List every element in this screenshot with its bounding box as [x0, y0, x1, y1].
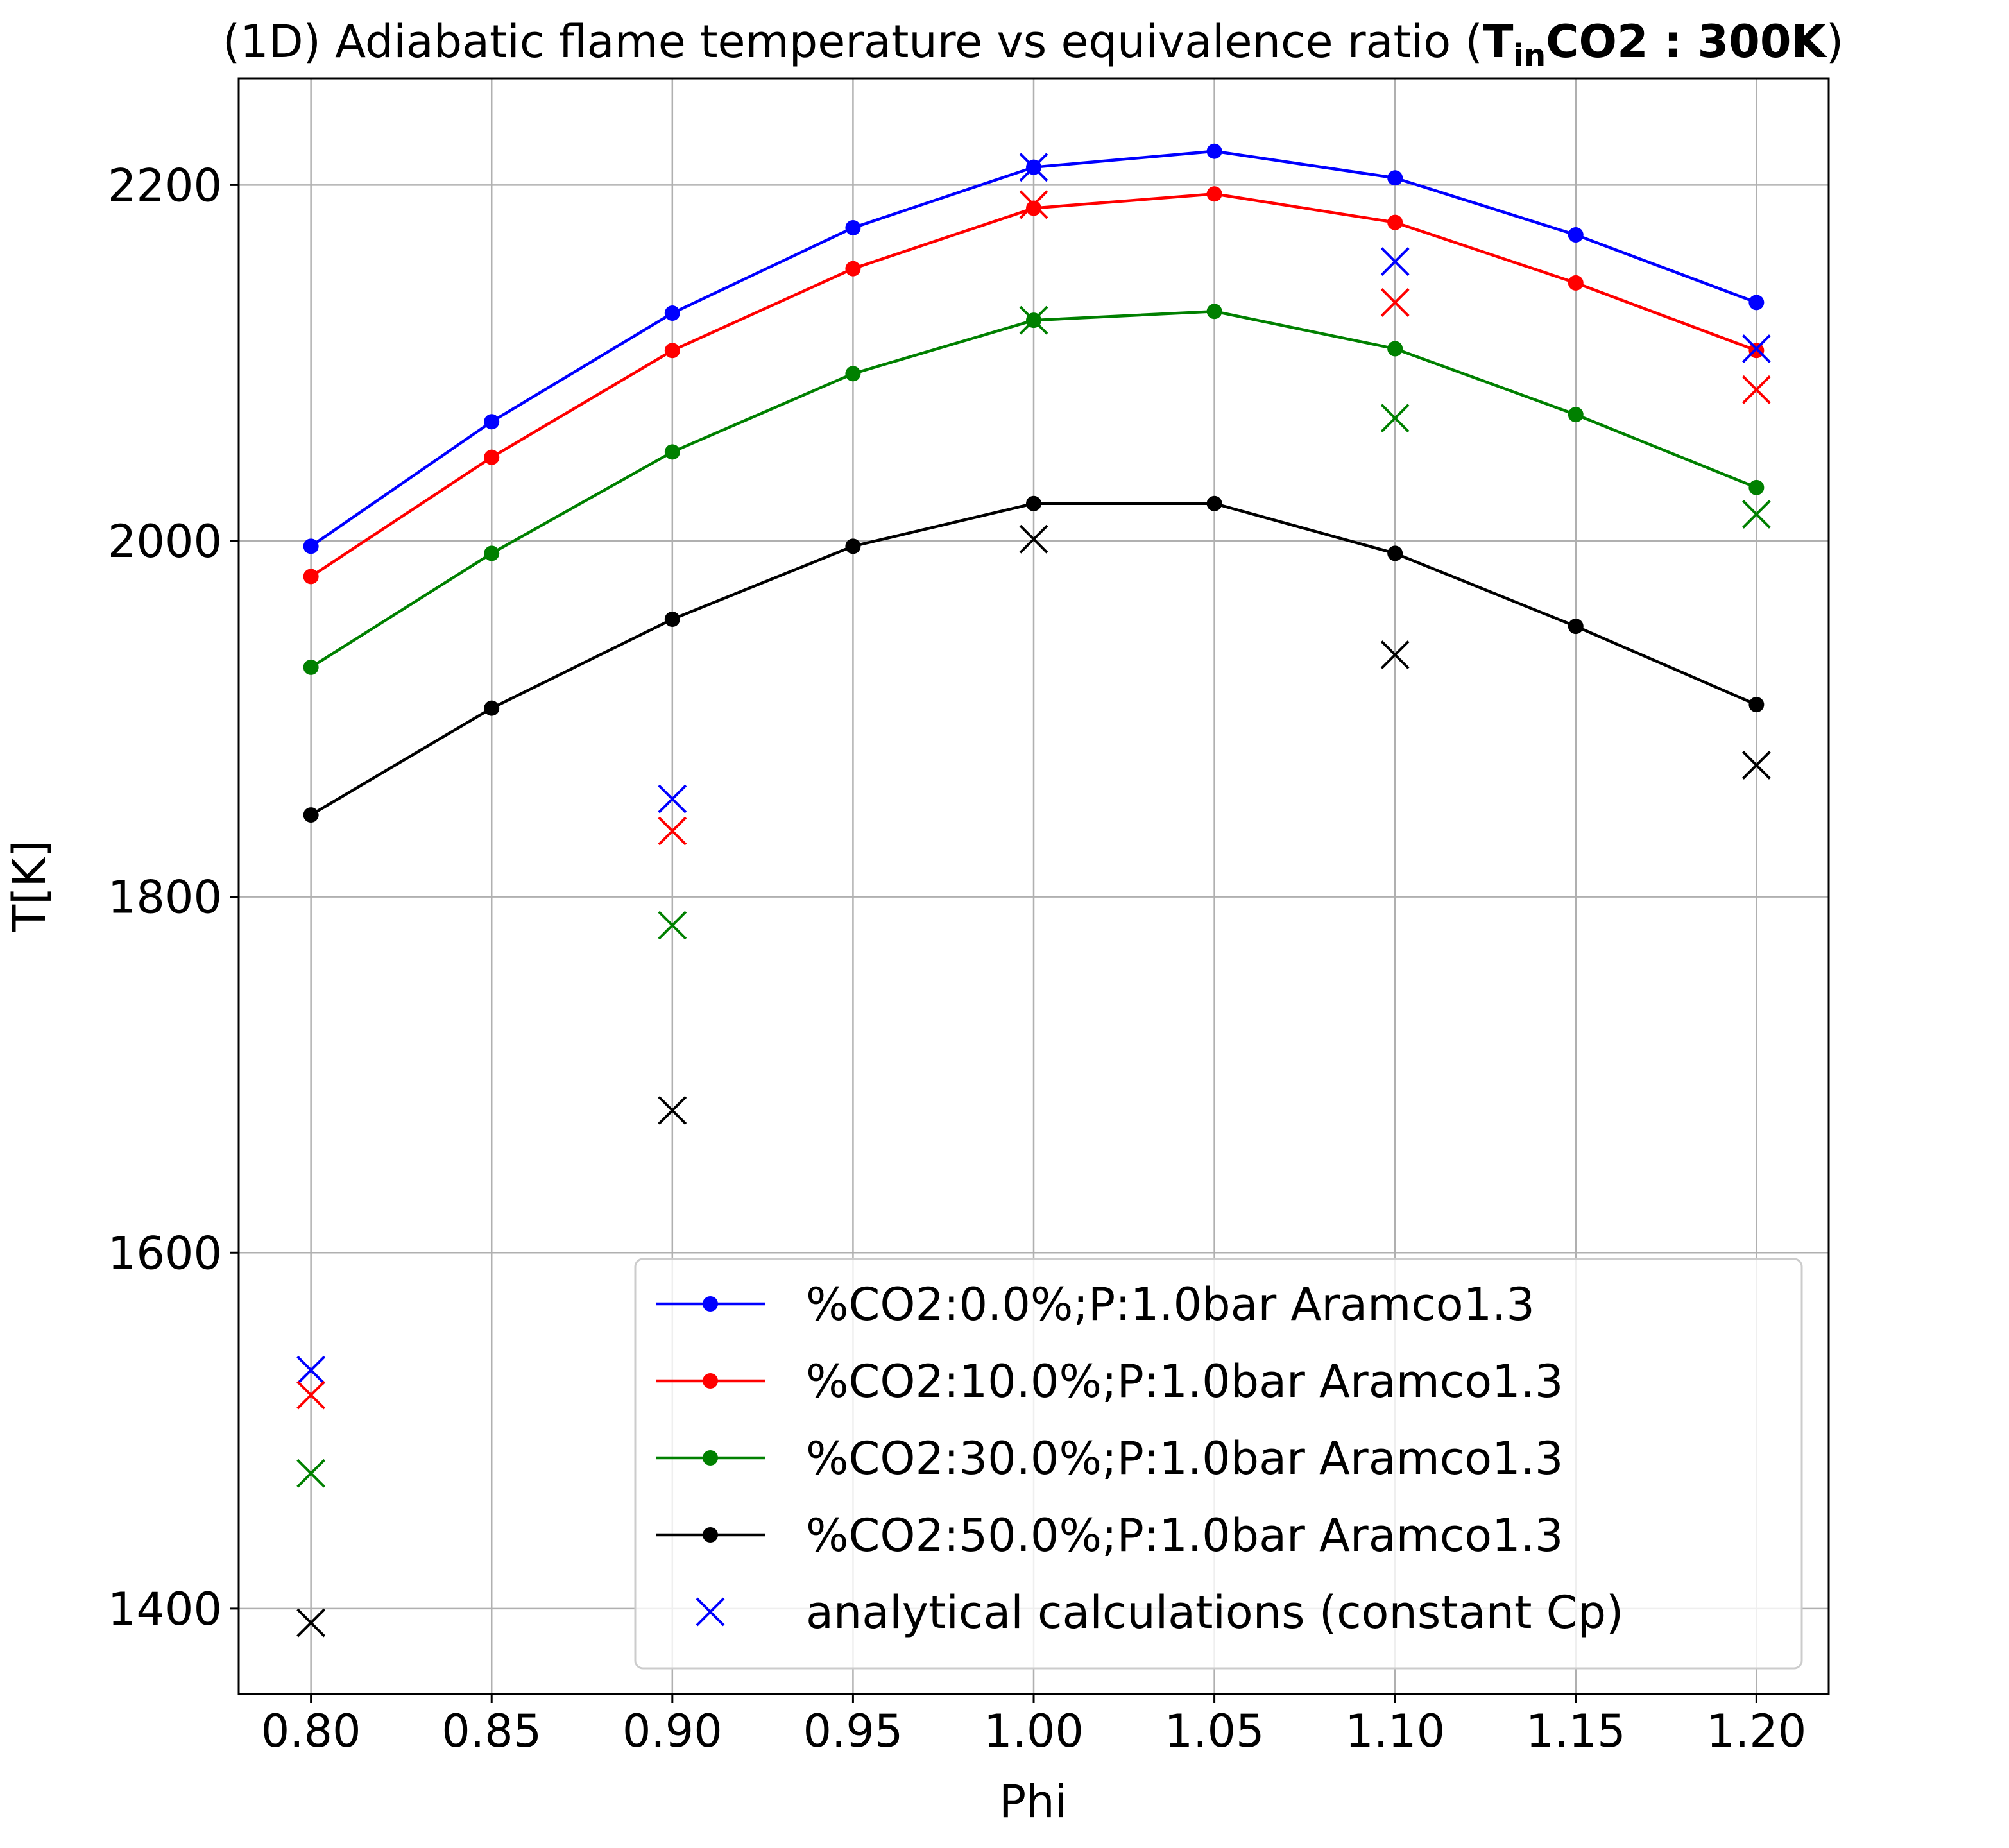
series-point — [1568, 619, 1584, 635]
series-point — [664, 343, 680, 359]
x-axis-ticks: 0.80 0.85 0.90 0.95 1.00 1.05 1.10 1.15 1.20 — [261, 1694, 1806, 1758]
analytical-point — [658, 816, 687, 846]
legend: %CO2:0.0%;P:1.0bar Aramco1.3 %CO2:10.0%;P… — [634, 1258, 1803, 1670]
legend-marker — [703, 1450, 718, 1466]
series-point — [1748, 479, 1765, 495]
analytical-point — [1741, 500, 1771, 529]
analytical-point — [1380, 640, 1410, 669]
series-point — [845, 366, 861, 382]
series-point — [1568, 275, 1584, 291]
analytical-point — [296, 1459, 326, 1488]
x-tick-label: 0.95 — [803, 1705, 903, 1758]
series-point — [1387, 170, 1403, 186]
y-tick-label: 2200 — [108, 159, 222, 212]
y-axis-label: T[K] — [3, 840, 56, 932]
series-point — [1206, 495, 1222, 511]
legend-marker — [696, 1597, 725, 1627]
legend-label: %CO2:10.0%;P:1.0bar Aramco1.3 — [806, 1355, 1563, 1408]
legend-marker — [703, 1373, 718, 1389]
series-point — [1748, 295, 1765, 311]
y-tick-label: 1600 — [108, 1227, 222, 1279]
analytical-point — [1019, 524, 1048, 554]
analytical-point — [1741, 375, 1771, 404]
series-point — [1568, 407, 1584, 423]
legend-label: %CO2:50.0%;P:1.0bar Aramco1.3 — [806, 1509, 1563, 1562]
legend-marker — [703, 1527, 718, 1543]
analytical-point — [1380, 247, 1410, 277]
y-tick-label: 1400 — [108, 1583, 222, 1636]
series-point — [1026, 200, 1041, 216]
analytical-point — [296, 1608, 326, 1638]
x-tick-label: 0.85 — [441, 1705, 542, 1758]
chart-title: (1D) Adiabatic flame temperature vs equi… — [223, 15, 1843, 74]
series-point — [1748, 697, 1765, 713]
x-tick-label: 1.00 — [984, 1705, 1084, 1758]
analytical-point — [296, 1380, 326, 1410]
analytical-point — [658, 784, 687, 814]
series-point — [1206, 143, 1222, 159]
chart-title-suffix: ) — [1826, 15, 1843, 68]
series-point — [1387, 341, 1403, 357]
series-point — [484, 414, 500, 430]
legend-label: %CO2:30.0%;P:1.0bar Aramco1.3 — [806, 1432, 1563, 1485]
x-tick-label: 0.80 — [261, 1705, 361, 1758]
series-point — [303, 538, 319, 554]
series-point — [845, 219, 861, 235]
analytical-point — [1019, 153, 1048, 182]
series-point — [845, 261, 861, 277]
x-tick-label: 1.05 — [1165, 1705, 1265, 1758]
analytical-point — [658, 911, 687, 940]
analytical-point — [296, 1355, 326, 1385]
x-tick-label: 1.10 — [1345, 1705, 1445, 1758]
analytical-markers — [296, 153, 1771, 1638]
analytical-point — [1741, 751, 1771, 780]
y-tick-label: 1800 — [108, 871, 222, 924]
series-point — [1568, 227, 1584, 243]
analytical-point — [658, 1095, 687, 1125]
y-tick-label: 2000 — [108, 515, 222, 568]
chart-title-bold-sub: in — [1514, 38, 1546, 74]
series-point — [1206, 304, 1222, 320]
svg-text:(1D) Adiabatic flame temperatu: (1D) Adiabatic flame temperature vs equi… — [223, 15, 1843, 74]
series-point — [484, 700, 500, 716]
x-tick-label: 0.90 — [622, 1705, 722, 1758]
series-point — [664, 444, 680, 460]
legend-label: analytical calculations (constant Cp) — [806, 1586, 1623, 1639]
analytical-point — [1741, 334, 1771, 363]
analytical-point — [1380, 404, 1410, 433]
x-tick-label: 1.20 — [1706, 1705, 1806, 1758]
chart-title-bold-main: T — [1483, 15, 1514, 68]
x-tick-label: 1.15 — [1526, 1705, 1626, 1758]
chart-title-prefix: (1D) Adiabatic flame temperature vs equi… — [223, 15, 1483, 68]
series-point — [303, 659, 319, 675]
series-point — [1387, 545, 1403, 561]
y-axis-ticks: 1400 1600 1800 2000 2200 — [108, 159, 239, 1636]
series-point — [1387, 214, 1403, 230]
analytical-point — [1380, 287, 1410, 317]
x-axis-label: Phi — [999, 1775, 1067, 1828]
series-point — [1206, 186, 1222, 202]
legend-box — [634, 1258, 1803, 1670]
series-point — [303, 807, 319, 823]
series-point — [484, 449, 500, 465]
series-point — [1026, 495, 1041, 511]
series-point — [664, 305, 680, 321]
series-point — [303, 569, 319, 585]
chart-title-bold-rest: CO2 : 300K — [1546, 15, 1827, 68]
legend-marker — [703, 1296, 718, 1312]
series-point — [845, 538, 861, 554]
analytical-point — [1019, 305, 1048, 335]
analytical-point — [1019, 190, 1048, 219]
legend-label: %CO2:0.0%;P:1.0bar Aramco1.3 — [806, 1278, 1535, 1331]
series-point — [664, 612, 680, 628]
series-point — [484, 545, 500, 561]
